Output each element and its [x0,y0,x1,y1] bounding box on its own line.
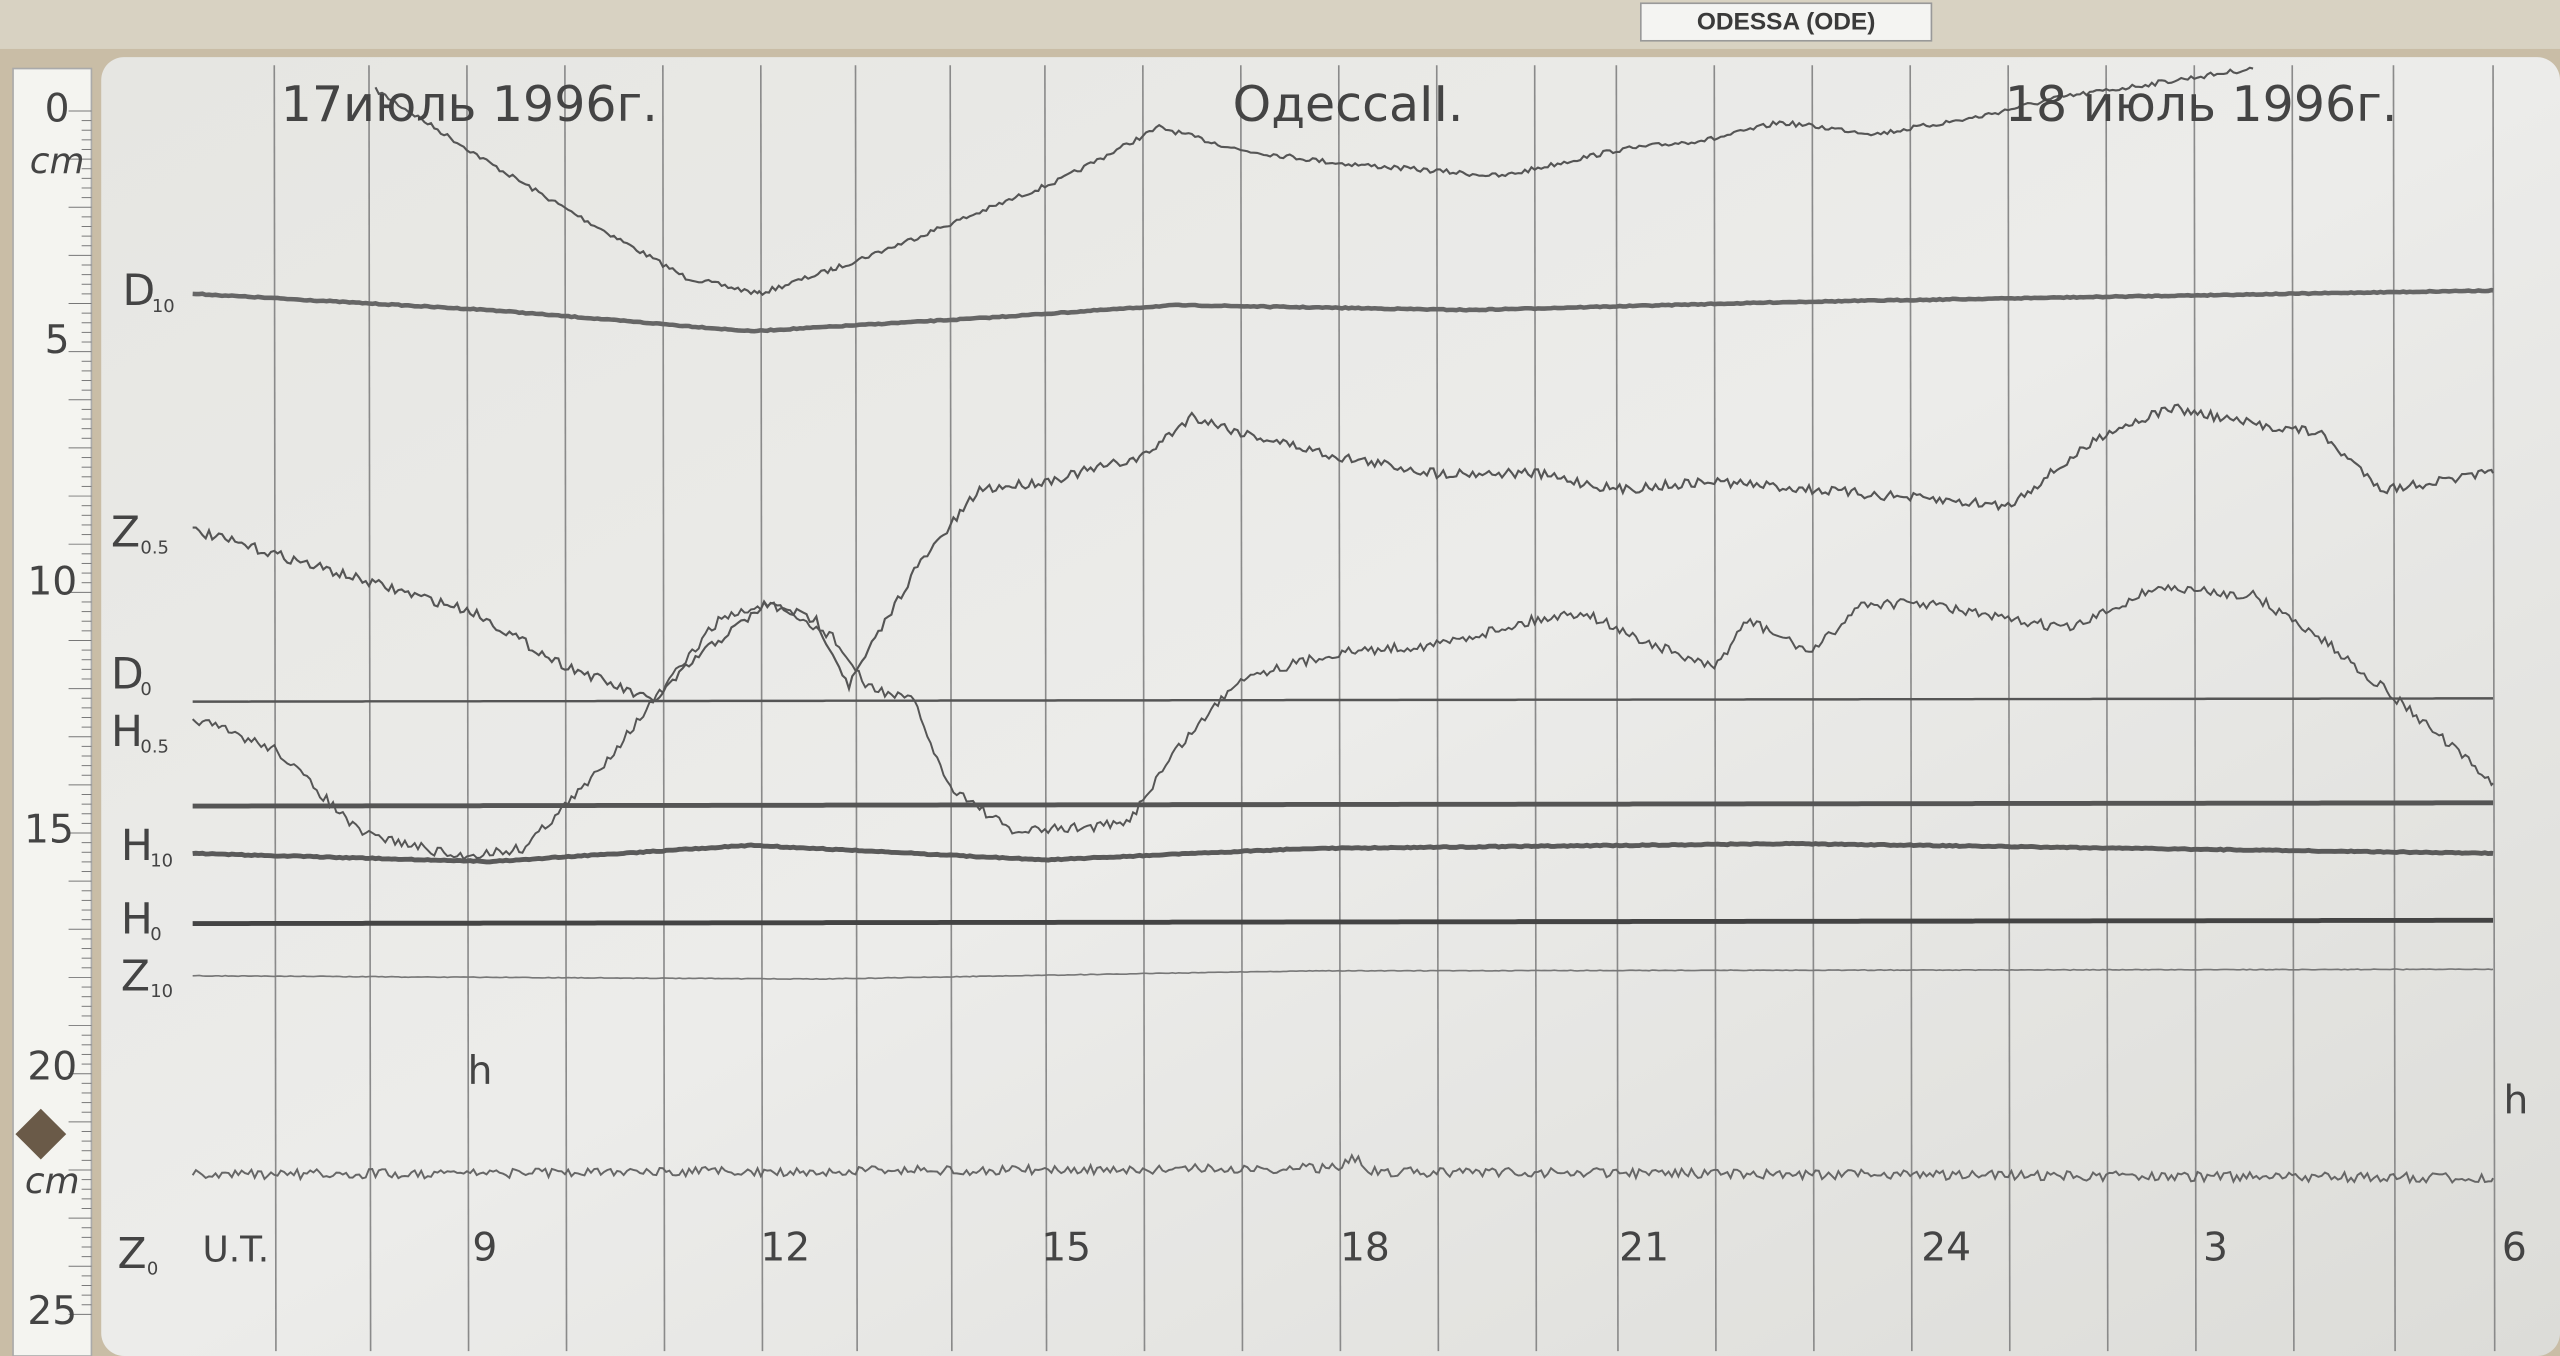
label-tag-box [1640,2,1933,42]
hour-line [564,65,568,1352]
trace [374,66,2254,297]
trace-symbol: Z [111,509,140,558]
ruler-mark: 20 [27,1044,77,1089]
trace [192,403,2495,702]
labels: 17июль 1996г. ОдессаII. 18 июль 1996г.D10Z… [111,76,2528,1279]
trace-subscript: 0 [150,924,161,945]
hour-label: 24 [1921,1225,1971,1270]
ruler-mark: 15 [24,808,74,853]
hour-label: 15 [1041,1225,1091,1270]
trace [192,917,2494,927]
trace-symbol: H [111,708,143,757]
trace-subscript: 0.5 [140,537,169,558]
ruler-ticks: 0 5 10 15 20 25 cm cm [24,86,92,1334]
chart-paper [101,57,2560,1356]
hour-line [2291,65,2295,1352]
hour-line [760,65,764,1352]
trace-symbol: D [122,267,155,316]
hour-line [1435,65,1440,1352]
hour-line [1044,65,1048,1352]
trace-subscript: 10 [150,981,173,1002]
hour-label: 12 [760,1225,810,1270]
trace-subscript: 0 [140,679,151,700]
trace-symbol: Z [121,953,150,1002]
hour-line [2007,65,2011,1352]
trace-symbol: H [121,822,153,871]
hour-line [1533,65,1538,1352]
top-strip [0,0,2560,49]
hour-line [273,65,277,1352]
hour-grid [273,65,2496,1352]
hour-label: 18 [1340,1225,1390,1270]
trace-subscript: 10 [152,296,175,317]
trace-symbol: H [121,895,153,944]
trace [191,1152,2494,1185]
trace-symbol: Z [118,1230,147,1279]
hour-line [854,65,858,1352]
hour-line [368,65,372,1352]
hour-line [1337,65,1342,1352]
station: ОдессаII. [1233,76,1464,133]
trace [191,583,2494,861]
ruler-mark: 25 [27,1289,77,1334]
ruler-unit: cm [30,141,85,182]
end-date: 18 июль 1996г. [2005,76,2398,133]
label-tag: ODESSA (ODE) [1697,8,1876,35]
trace [192,287,2494,334]
trace [192,697,2494,703]
hour-line [2193,65,2197,1352]
ruler-mark: 5 [45,318,70,363]
traces [191,66,2495,1185]
trace-subscript: 10 [150,851,173,872]
trace-subscript: 0.5 [140,736,169,757]
hour-unit: h [2504,1079,2529,1124]
hour-line [1909,65,1913,1352]
hour-line [2105,65,2109,1352]
trace-subscript: 0 [147,1259,158,1280]
hour-line [949,65,953,1352]
ruler-mark: 10 [27,560,77,605]
hour-line [466,65,470,1352]
trace [192,800,2494,809]
hour-line [2392,65,2396,1352]
trace-symbol: D [111,651,144,700]
trace [192,840,2494,865]
hour-line [1615,65,1619,1352]
hour-line [1811,65,1815,1352]
hour-label: 21 [1619,1225,1669,1270]
hour-line [2492,65,2496,1352]
start-date: 17июль 1996г. [281,76,658,133]
ruler-unit: cm [25,1161,80,1202]
ruler-mark: 0 [45,86,70,131]
hour-label: 3 [2203,1225,2228,1270]
trace [192,968,2494,981]
hour-line [662,65,666,1352]
time-label: U.T. [202,1230,269,1271]
hour-line [1713,65,1717,1352]
hour-unit: h [468,1049,493,1094]
hour-label: 6 [2502,1225,2527,1270]
hour-label: 9 [472,1225,497,1270]
hour-line [1240,65,1244,1352]
hour-line [1142,65,1146,1352]
